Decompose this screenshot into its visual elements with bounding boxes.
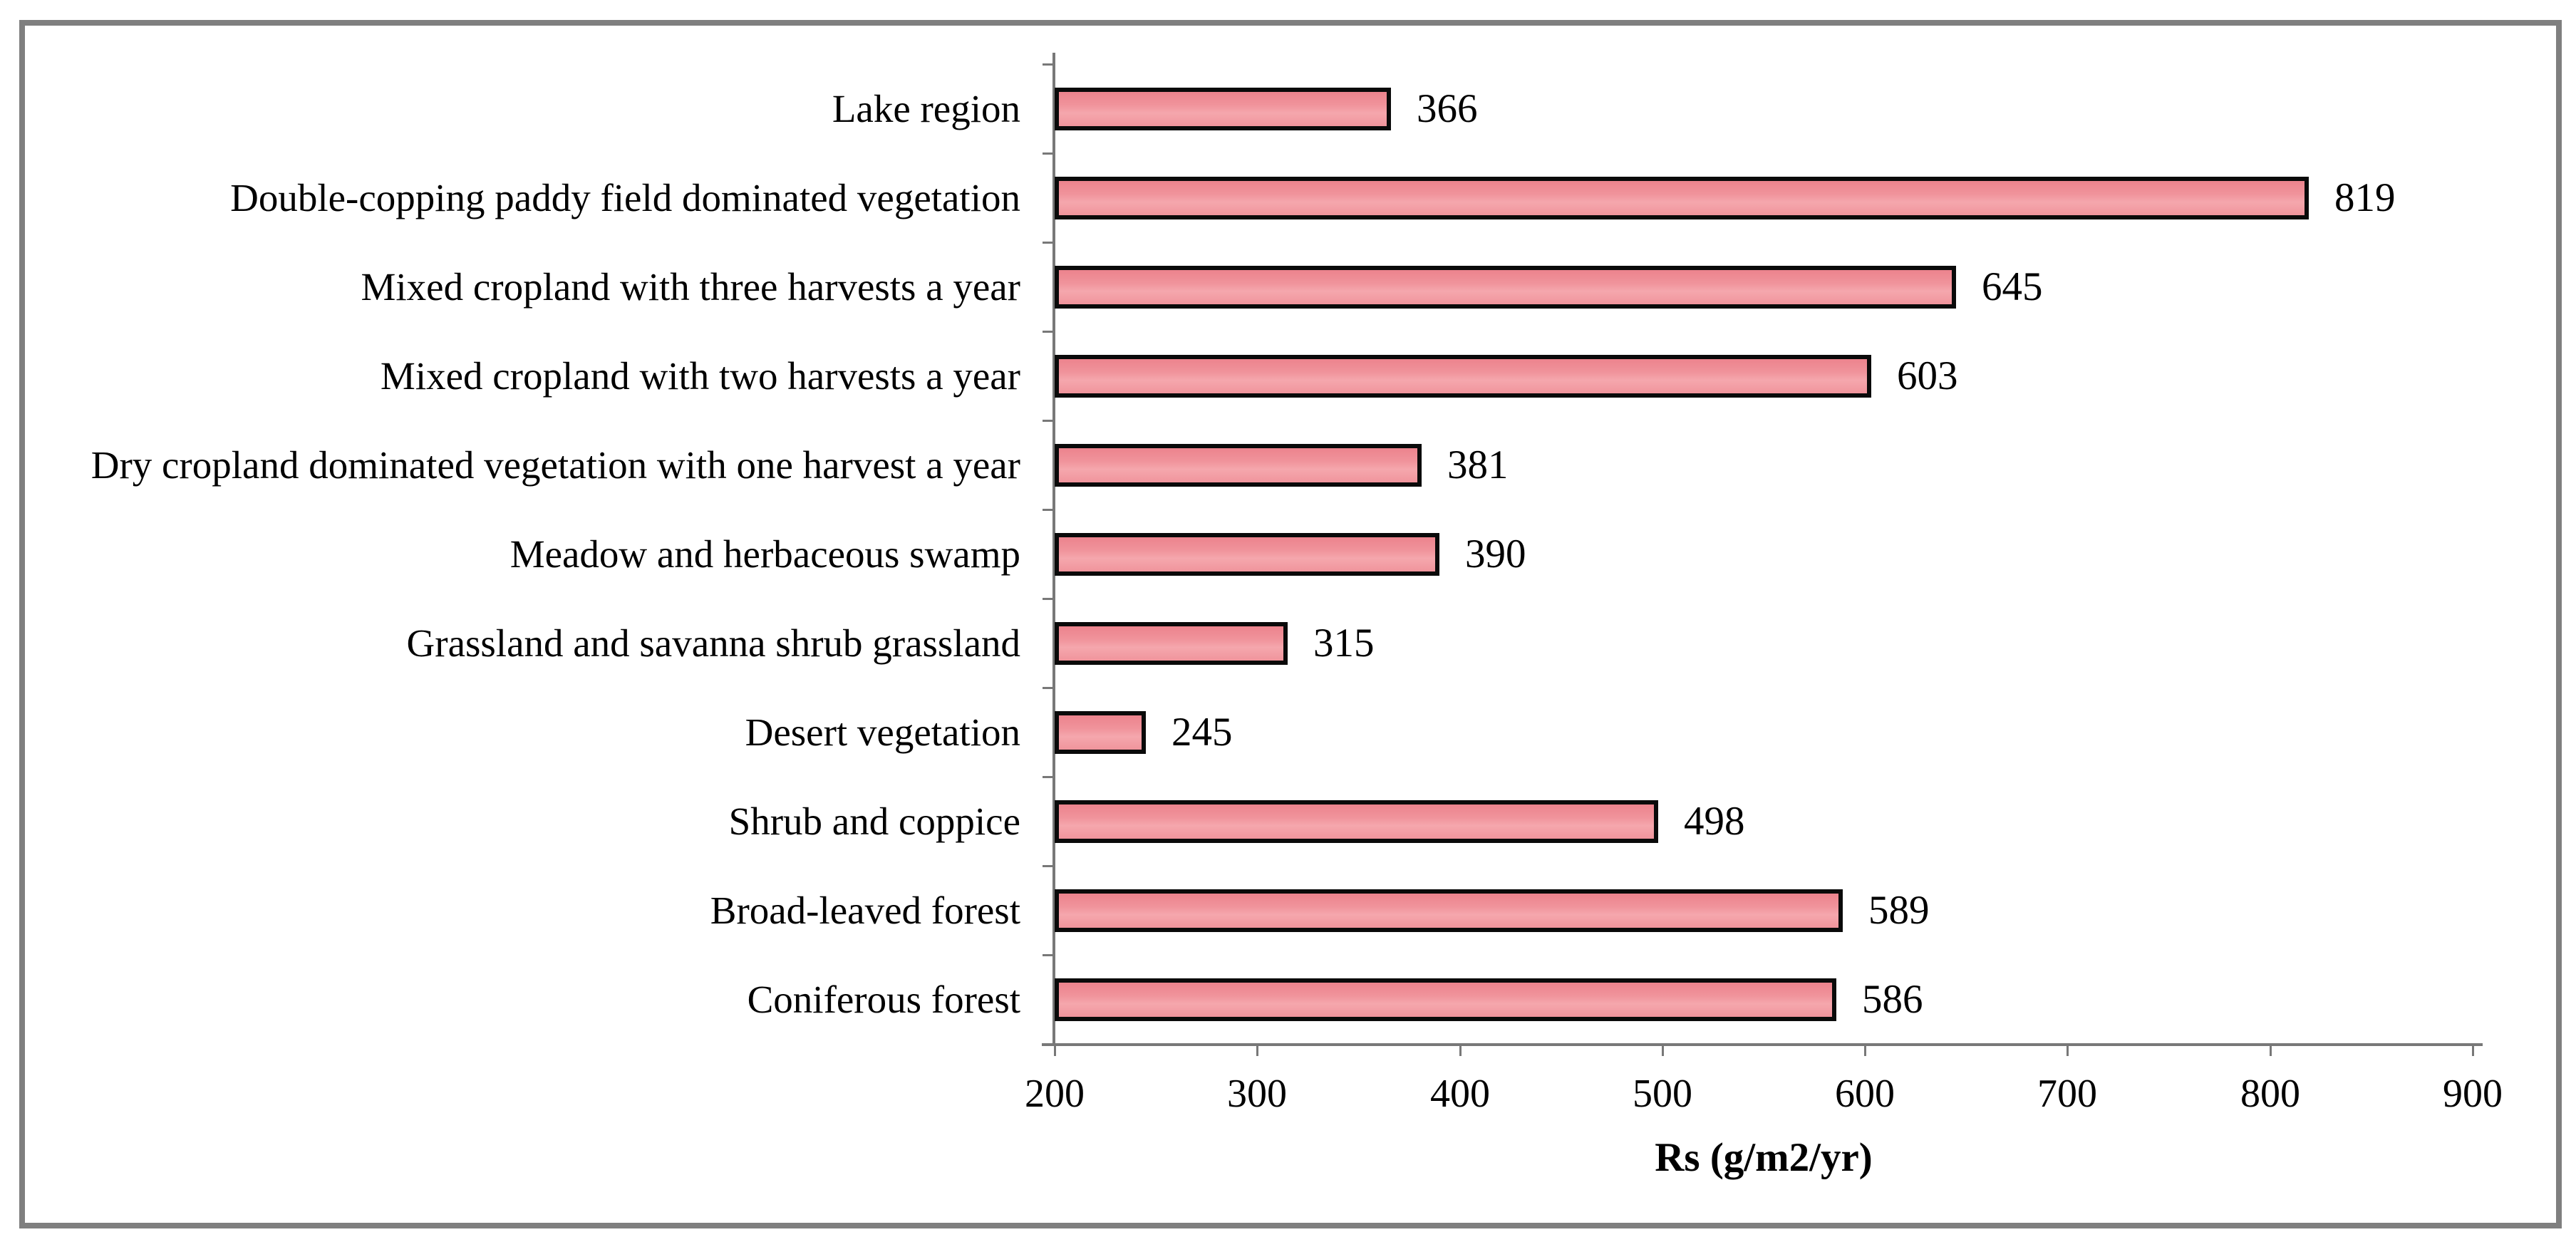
- bar: [1055, 889, 1843, 932]
- category-label: Broad-leaved forest: [710, 888, 1020, 932]
- chart-frame-border: [19, 20, 2562, 1228]
- bar-value-label: 381: [1447, 442, 1509, 487]
- bar: [1055, 355, 1871, 398]
- bar: [1055, 88, 1391, 130]
- y-axis-tick: [1043, 242, 1055, 244]
- y-axis-line: [1052, 53, 1055, 1045]
- category-label: Coniferous forest: [747, 977, 1020, 1021]
- x-axis-tick: [1256, 1044, 1258, 1056]
- y-axis-tick: [1043, 152, 1055, 155]
- bar-value-label: 819: [2334, 175, 2396, 220]
- x-axis-tick: [2067, 1044, 2069, 1056]
- y-axis-tick: [1043, 420, 1055, 422]
- bar: [1055, 978, 1836, 1021]
- x-axis-tick-label: 200: [1025, 1072, 1085, 1116]
- bar-value-label: 366: [1417, 86, 1478, 131]
- x-axis-tick-label: 700: [2037, 1072, 2097, 1116]
- y-axis-tick: [1043, 509, 1055, 511]
- x-axis-line: [1042, 1043, 2483, 1046]
- bar: [1055, 622, 1288, 665]
- bar-value-label: 645: [1982, 264, 2043, 309]
- bar-value-label: 603: [1897, 353, 1958, 398]
- x-axis-tick-label: 500: [1633, 1072, 1692, 1116]
- category-label: Mixed cropland with two harvests a year: [380, 353, 1020, 398]
- y-axis-tick: [1043, 63, 1055, 66]
- x-axis-tick: [2472, 1044, 2474, 1056]
- y-axis-tick: [1043, 1043, 1055, 1045]
- y-axis-tick: [1043, 598, 1055, 600]
- x-axis-tick: [1054, 1044, 1056, 1056]
- category-label: Dry cropland dominated vegetation with o…: [90, 443, 1020, 487]
- bar-value-label: 586: [1862, 976, 1923, 1022]
- x-axis-tick: [1864, 1044, 1866, 1056]
- x-axis-tick: [2270, 1044, 2272, 1056]
- x-axis-tick-label: 400: [1430, 1072, 1490, 1116]
- bar: [1055, 177, 2309, 219]
- x-axis-tick: [1662, 1044, 1664, 1056]
- y-axis-tick: [1043, 865, 1055, 867]
- x-axis-tick-label: 600: [1835, 1072, 1895, 1116]
- bar-value-label: 498: [1684, 798, 1745, 844]
- category-label: Meadow and herbaceous swamp: [509, 532, 1020, 576]
- category-label: Double-copping paddy field dominated veg…: [230, 175, 1020, 219]
- bar-value-label: 589: [1868, 887, 1930, 933]
- category-label: Grassland and savanna shrub grassland: [406, 621, 1020, 665]
- bar-value-label: 245: [1171, 709, 1233, 755]
- x-axis-title: Rs (g/m2/yr): [1655, 1135, 1873, 1180]
- x-axis-tick-label: 900: [2443, 1072, 2503, 1116]
- category-label: Lake region: [832, 86, 1020, 130]
- y-axis-tick: [1043, 687, 1055, 689]
- bar-value-label: 315: [1313, 620, 1375, 666]
- x-axis-tick: [1459, 1044, 1462, 1056]
- category-label: Mixed cropland with three harvests a yea…: [361, 264, 1021, 309]
- bar: [1055, 800, 1658, 843]
- category-label: Shrub and coppice: [728, 799, 1020, 843]
- bar: [1055, 711, 1146, 754]
- y-axis-tick: [1043, 331, 1055, 333]
- bar: [1055, 444, 1422, 487]
- x-axis-tick-label: 800: [2240, 1072, 2300, 1116]
- x-axis-tick-label: 300: [1227, 1072, 1287, 1116]
- bar-value-label: 390: [1465, 531, 1526, 576]
- bar: [1055, 266, 1956, 309]
- bar: [1055, 533, 1439, 576]
- y-axis-tick: [1043, 776, 1055, 778]
- y-axis-tick: [1043, 954, 1055, 956]
- category-label: Desert vegetation: [745, 710, 1020, 754]
